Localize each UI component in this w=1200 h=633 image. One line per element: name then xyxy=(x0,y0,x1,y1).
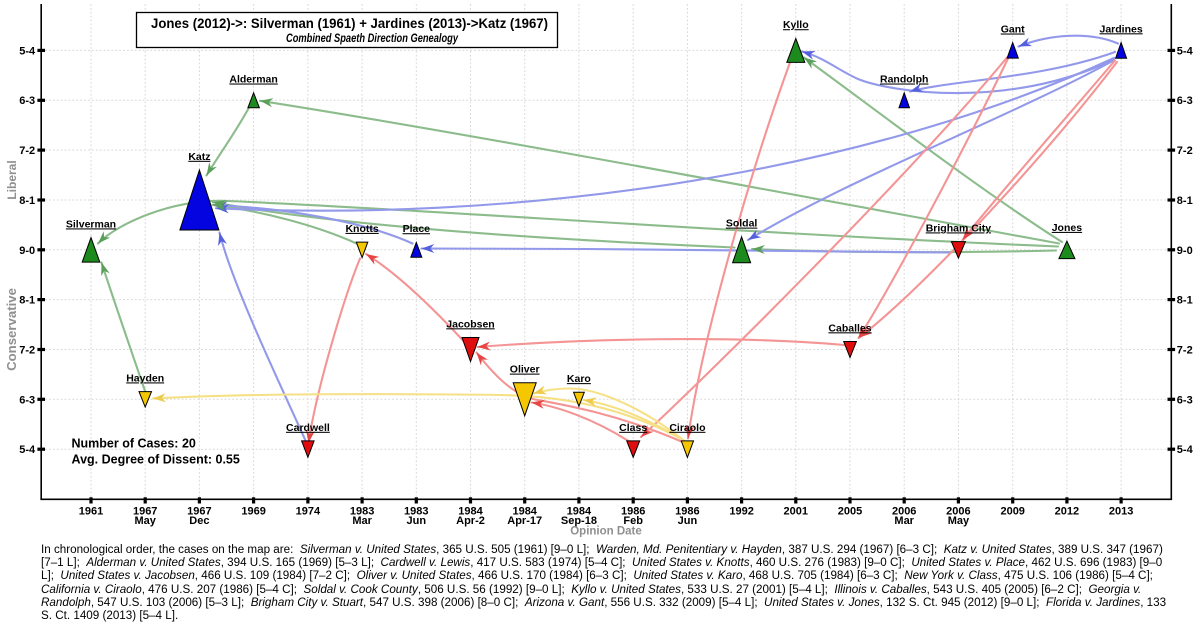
svg-text:5-4: 5-4 xyxy=(1177,45,1194,57)
svg-text:1984: 1984 xyxy=(567,506,592,518)
svg-text:1983: 1983 xyxy=(350,506,374,518)
svg-text:Number of Cases: 20: Number of Cases: 20 xyxy=(72,437,196,451)
svg-text:2006: 2006 xyxy=(892,506,916,518)
svg-text:6-3: 6-3 xyxy=(19,394,35,406)
svg-text:Jones (2012)->: Silverman (196: Jones (2012)->: Silverman (1961) + Jardi… xyxy=(151,15,548,31)
svg-text:8-1: 8-1 xyxy=(1177,195,1193,207)
svg-text:Ciraolo: Ciraolo xyxy=(669,422,705,434)
svg-text:1984: 1984 xyxy=(512,506,537,518)
svg-text:Alderman: Alderman xyxy=(229,74,277,86)
svg-text:Brigham City: Brigham City xyxy=(926,222,992,234)
svg-text:6-3: 6-3 xyxy=(1177,95,1193,107)
svg-text:6-3: 6-3 xyxy=(19,95,35,107)
svg-text:5-4: 5-4 xyxy=(19,45,36,57)
svg-text:Conservative: Conservative xyxy=(4,288,19,371)
svg-text:Jardines: Jardines xyxy=(1099,23,1142,35)
svg-text:Jacobsen: Jacobsen xyxy=(446,318,494,330)
svg-text:1986: 1986 xyxy=(621,506,645,518)
svg-text:Sep-18: Sep-18 xyxy=(561,515,597,527)
svg-text:2006: 2006 xyxy=(946,506,970,518)
svg-text:Dec: Dec xyxy=(189,515,209,527)
svg-text:2009: 2009 xyxy=(1000,506,1024,518)
svg-text:5-4: 5-4 xyxy=(1177,444,1194,456)
svg-text:9-0: 9-0 xyxy=(19,245,35,257)
svg-text:Mar: Mar xyxy=(352,515,372,527)
svg-text:1967: 1967 xyxy=(187,506,211,518)
svg-text:Soldal: Soldal xyxy=(726,218,758,230)
svg-text:Kyllo: Kyllo xyxy=(783,19,809,31)
svg-text:2001: 2001 xyxy=(784,506,808,518)
svg-text:Knotts: Knotts xyxy=(345,223,378,235)
svg-text:Apr-17: Apr-17 xyxy=(507,515,542,527)
svg-text:2005: 2005 xyxy=(838,506,862,518)
svg-text:Jun: Jun xyxy=(678,515,698,527)
svg-text:Silverman: Silverman xyxy=(66,218,116,230)
svg-text:Randolph: Randolph xyxy=(880,74,928,86)
svg-text:2013: 2013 xyxy=(1109,506,1133,518)
svg-text:Oliver: Oliver xyxy=(510,364,540,376)
svg-text:Mar: Mar xyxy=(894,515,914,527)
svg-text:7-2: 7-2 xyxy=(1177,345,1193,357)
svg-text:Feb: Feb xyxy=(623,515,643,527)
svg-text:Place: Place xyxy=(403,223,431,235)
svg-text:6-3: 6-3 xyxy=(1177,394,1193,406)
svg-text:May: May xyxy=(134,515,156,527)
svg-text:Liberal: Liberal xyxy=(5,160,19,199)
svg-text:1969: 1969 xyxy=(241,506,265,518)
svg-text:8-1: 8-1 xyxy=(19,295,35,307)
svg-text:Katz: Katz xyxy=(188,151,210,163)
svg-text:8-1: 8-1 xyxy=(1177,295,1193,307)
svg-text:Class: Class xyxy=(619,422,647,434)
svg-text:Combined Spaeth Direction Gene: Combined Spaeth Direction Genealogy xyxy=(286,33,458,45)
svg-text:7-2: 7-2 xyxy=(1177,145,1193,157)
svg-text:1961: 1961 xyxy=(79,506,103,518)
svg-text:5-4: 5-4 xyxy=(19,444,36,456)
svg-text:1974: 1974 xyxy=(296,506,321,518)
svg-text:Avg. Degree of Dissent: 0.55: Avg. Degree of Dissent: 0.55 xyxy=(72,452,240,466)
svg-text:May: May xyxy=(948,515,970,527)
svg-text:Opinion Date: Opinion Date xyxy=(570,526,642,538)
svg-text:1992: 1992 xyxy=(729,506,753,518)
svg-text:Gant: Gant xyxy=(1001,24,1025,36)
svg-text:7-2: 7-2 xyxy=(19,345,35,357)
svg-text:1986: 1986 xyxy=(675,506,699,518)
svg-text:Jones: Jones xyxy=(1052,222,1083,234)
svg-text:Apr-2: Apr-2 xyxy=(456,515,485,527)
svg-text:7-2: 7-2 xyxy=(19,145,35,157)
svg-text:1967: 1967 xyxy=(133,506,157,518)
svg-text:Caballes: Caballes xyxy=(828,322,871,334)
svg-text:1983: 1983 xyxy=(404,506,428,518)
svg-text:Hayden: Hayden xyxy=(126,372,164,384)
svg-text:Karo: Karo xyxy=(567,373,591,385)
svg-text:1984: 1984 xyxy=(458,506,483,518)
svg-text:8-1: 8-1 xyxy=(19,195,35,207)
svg-text:9-0: 9-0 xyxy=(1177,245,1193,257)
svg-text:Cardwell: Cardwell xyxy=(286,422,330,434)
svg-text:Jun: Jun xyxy=(407,515,427,527)
svg-text:2012: 2012 xyxy=(1055,506,1079,518)
